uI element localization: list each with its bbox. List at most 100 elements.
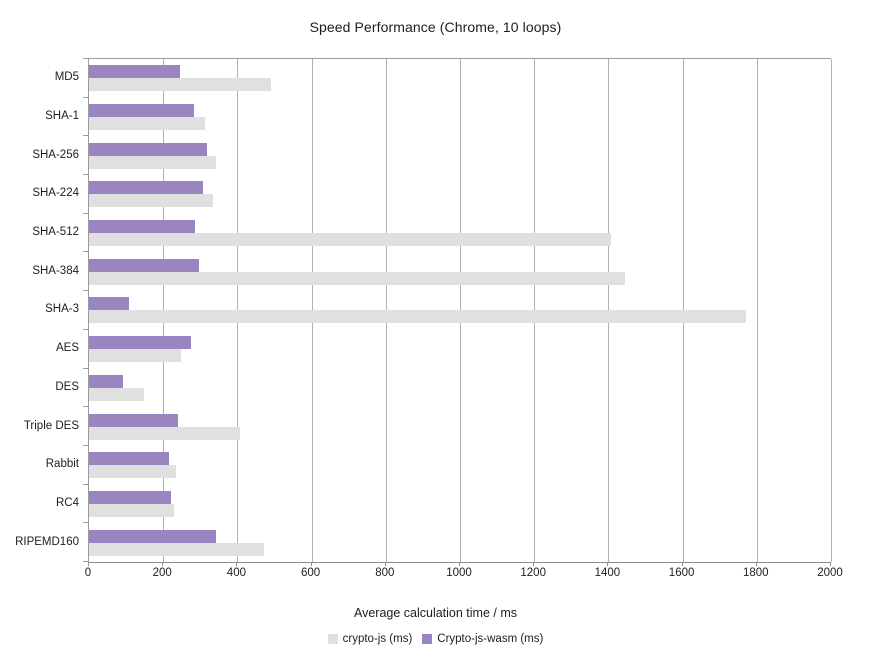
bar-crypto-js-wasm [89,297,129,311]
bar-crypto-js-wasm [89,529,217,543]
category-row [89,136,831,175]
y-tick-mark [83,444,88,446]
x-tick-mark [236,562,238,566]
x-tick-mark [607,562,609,566]
x-tick-mark [755,562,757,566]
y-tick-mark [83,367,88,369]
bar-crypto-js [89,503,174,517]
y-tick-mark [83,174,88,176]
category-row [89,175,831,214]
bar-crypto-js-wasm [89,336,192,350]
category-row [89,369,831,408]
bar-crypto-js [89,155,216,169]
y-axis-labels: MD5 SHA-1 SHA-256 SHA-224 SHA-512 SHA-384 SHA-… [0,58,79,561]
category-label: SHA-1 [45,110,79,123]
y-tick-mark [83,251,88,253]
chart-title: Speed Performance (Chrome, 10 loops) [309,19,562,35]
bar-crypto-js [89,117,206,131]
x-axis-title: Average calculation time / ms [353,606,518,620]
legend-label-crypto-js-wasm: Crypto-js-wasm (ms) [437,633,544,645]
x-tick-label: 1000 [446,567,472,579]
category-label: RC4 [55,496,79,509]
category-label: SHA-256 [32,148,79,161]
x-axis-tick-marks [88,562,831,566]
bar-rows [89,59,831,562]
category-row [89,446,831,485]
bar-crypto-js-wasm [89,142,207,156]
category-label: Rabbit [45,458,79,471]
x-tick-label: 200 [152,567,172,579]
x-tick-label: 800 [375,567,395,579]
category-label: Triple DES [23,419,79,432]
x-tick-label: 1800 [743,567,769,579]
x-tick-mark [88,562,89,566]
legend-item-crypto-js: crypto-js (ms) [327,633,412,645]
category-label: SHA-384 [32,264,79,277]
bar-crypto-js-wasm [89,374,124,388]
x-tick-label: 0 [84,567,92,579]
bar-crypto-js-wasm [89,490,171,504]
y-tick-mark [83,406,88,408]
category-row [89,523,831,562]
bar-crypto-js [89,387,144,401]
category-row [89,214,831,253]
category-label: AES [55,342,79,355]
x-tick-label: 1600 [668,567,695,579]
y-tick-mark [83,135,88,137]
category-row [89,330,831,369]
x-tick-mark [162,562,164,566]
bar-crypto-js [89,194,213,208]
category-label: SHA-3 [45,303,79,316]
category-label: SHA-512 [32,226,79,239]
x-tick-mark [384,562,386,566]
bar-crypto-js [89,271,626,285]
bar-crypto-js [89,426,240,440]
legend-item-crypto-js-wasm: Crypto-js-wasm (ms) [422,633,543,645]
x-tick-label: 600 [301,567,321,579]
x-tick-label: 1200 [520,567,546,579]
gridline-2000 [831,59,832,562]
legend-swatch-crypto-js [327,634,338,644]
y-tick-mark [83,561,88,562]
bar-crypto-js-wasm [89,258,199,272]
bar-crypto-js [89,78,271,92]
y-tick-mark [83,212,88,214]
y-axis-tick-marks [83,58,88,562]
gridline-1800 [756,59,758,562]
bar-crypto-js-wasm [89,413,178,427]
category-row [89,98,831,137]
category-row [89,252,831,291]
x-tick-label: 400 [226,567,246,579]
y-tick-mark [83,522,88,524]
bar-crypto-js [89,465,176,479]
plot-area [88,58,832,563]
x-tick-label: 1400 [594,567,621,579]
y-tick-mark [83,328,88,330]
x-tick-mark [459,562,460,566]
y-tick-mark [83,58,88,59]
category-label: DES [55,380,79,393]
x-axis-tick-labels: 0 200 400 600 800 1000 1200 1400 1600 1800 2000 [84,567,843,581]
legend: crypto-js (ms) Crypto-js-wasm (ms) [0,633,871,645]
category-label: MD5 [54,71,79,84]
category-row [89,291,831,330]
x-tick-mark [830,562,831,566]
x-tick-mark [310,562,312,566]
bar-crypto-js [89,349,181,363]
legend-swatch-crypto-js-wasm [422,634,433,644]
category-label: RIPEMD160 [15,535,79,548]
y-tick-mark [83,290,88,292]
category-row [89,485,831,524]
bar-crypto-js-wasm [89,181,203,195]
y-tick-mark [83,96,88,98]
bar-crypto-js-wasm [89,220,195,234]
category-label: SHA-224 [32,187,79,200]
x-tick-mark [681,562,683,566]
y-tick-mark [83,483,88,485]
bar-crypto-js [89,542,264,556]
x-tick-mark [533,562,535,566]
x-tick-label: 2000 [817,567,843,579]
category-row [89,407,831,446]
bar-crypto-js-wasm [89,104,195,118]
category-row [89,59,831,98]
